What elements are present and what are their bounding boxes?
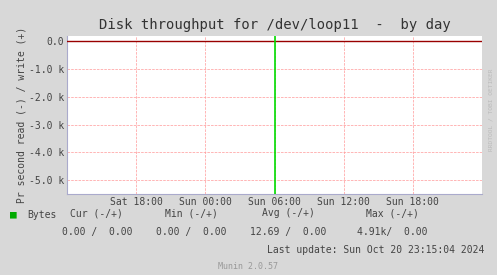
Y-axis label: Pr second read (-) / write (+): Pr second read (-) / write (+) — [16, 27, 26, 203]
Text: Cur (-/+): Cur (-/+) — [71, 208, 123, 218]
Text: ■: ■ — [10, 210, 17, 219]
Text: RRDTOOL / TOBI OETIKER: RRDTOOL / TOBI OETIKER — [489, 69, 494, 151]
Text: Last update: Sun Oct 20 23:15:04 2024: Last update: Sun Oct 20 23:15:04 2024 — [267, 245, 485, 255]
Text: 0.00 /  0.00: 0.00 / 0.00 — [156, 227, 227, 237]
Text: 0.00 /  0.00: 0.00 / 0.00 — [62, 227, 132, 237]
Text: Min (-/+): Min (-/+) — [165, 208, 218, 218]
Text: Avg (-/+): Avg (-/+) — [262, 208, 315, 218]
Text: Bytes: Bytes — [27, 210, 57, 219]
Text: 4.91k/  0.00: 4.91k/ 0.00 — [357, 227, 428, 237]
Text: 12.69 /  0.00: 12.69 / 0.00 — [250, 227, 327, 237]
Text: Munin 2.0.57: Munin 2.0.57 — [219, 262, 278, 271]
Title: Disk throughput for /dev/loop11  -  by day: Disk throughput for /dev/loop11 - by day — [99, 18, 450, 32]
Text: Max (-/+): Max (-/+) — [366, 208, 419, 218]
